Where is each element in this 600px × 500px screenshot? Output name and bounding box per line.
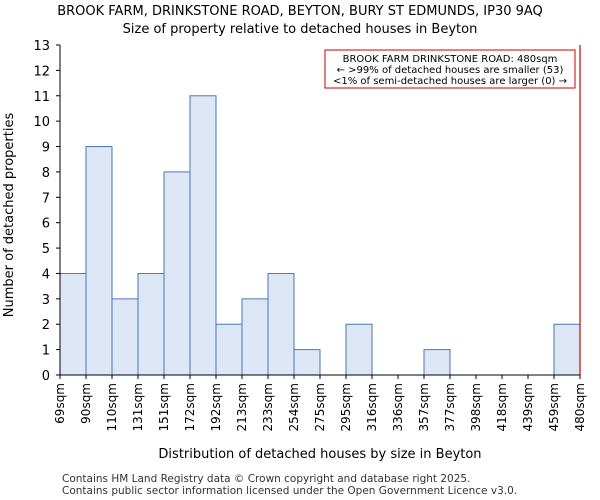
- x-tick-label: 110sqm: [105, 383, 119, 431]
- y-axis-label: Number of detached properties: [2, 113, 17, 318]
- y-tick-label: 3: [42, 293, 50, 308]
- y-tick-label: 10: [33, 115, 50, 130]
- y-tick-label: 1: [42, 344, 50, 359]
- annotation-line: ← >99% of detached houses are smaller (5…: [337, 65, 564, 76]
- y-tick-label: 12: [33, 64, 50, 79]
- x-tick-label: 131sqm: [131, 383, 145, 431]
- y-tick-label: 6: [42, 217, 50, 232]
- y-tick-label: 2: [42, 318, 50, 333]
- x-tick-label: 172sqm: [183, 383, 197, 431]
- x-tick-label: 439sqm: [521, 383, 535, 431]
- bar-213sqm: [241, 298, 269, 376]
- annotation-frame: [324, 49, 576, 89]
- x-tick-label: 398sqm: [469, 383, 483, 431]
- x-tick-label: 192sqm: [209, 383, 223, 431]
- chart-subtitle: Size of property relative to detached ho…: [122, 22, 478, 37]
- bar-151sqm: [163, 171, 191, 376]
- x-tick-label: 357sqm: [417, 383, 431, 431]
- bar-172sqm: [189, 95, 217, 376]
- bar-233sqm: [267, 272, 295, 376]
- y-tick-label: 11: [33, 90, 50, 105]
- bar-295sqm: [345, 323, 373, 376]
- x-tick-label: 151sqm: [157, 383, 171, 431]
- y-tick-label: 5: [42, 242, 50, 257]
- x-axis-label: Distribution of detached houses by size …: [158, 447, 481, 462]
- bar-90sqm: [85, 146, 113, 376]
- annotation-line: BROOK FARM DRINKSTONE ROAD: 480sqm: [343, 54, 558, 65]
- bar-459sqm: [553, 323, 581, 376]
- y-tick-label: 13: [33, 39, 50, 54]
- x-tick-label: 459sqm: [547, 383, 561, 431]
- bar-69sqm: [59, 272, 87, 376]
- x-tick-label: 90sqm: [79, 383, 93, 424]
- bar-110sqm: [111, 298, 139, 376]
- y-tick-label: 8: [42, 166, 50, 181]
- x-tick-label: 316sqm: [365, 383, 379, 431]
- bar-357sqm: [423, 349, 451, 376]
- x-tick-label: 275sqm: [313, 383, 327, 431]
- annotation-box: BROOK FARM DRINKSTONE ROAD: 480sqm← >99%…: [324, 49, 576, 89]
- x-tick-label: 480sqm: [573, 383, 587, 431]
- x-ticks: 69sqm 90sqm 110sqm 131sqm 151sqm 172sqm 192sqm…: [53, 375, 587, 431]
- x-tick-label: 213sqm: [235, 383, 249, 431]
- x-tick-label: 254sqm: [287, 383, 301, 431]
- bar-254sqm: [293, 349, 321, 376]
- bars-group: [59, 95, 581, 376]
- y-tick-label: 0: [42, 369, 50, 384]
- footer-line-2: Contains public sector information licen…: [62, 485, 518, 497]
- x-tick-label: 418sqm: [495, 383, 509, 431]
- chart-title: BROOK FARM, DRINKSTONE ROAD, BEYTON, BUR…: [57, 4, 543, 19]
- x-tick-label: 295sqm: [339, 383, 353, 431]
- x-tick-label: 377sqm: [443, 383, 457, 431]
- x-tick-label: 336sqm: [391, 383, 405, 431]
- y-tick-label: 7: [42, 191, 50, 206]
- y-tick-label: 9: [42, 141, 50, 156]
- bar-131sqm: [137, 272, 165, 376]
- footer-line-1: Contains HM Land Registry data © Crown c…: [62, 473, 471, 485]
- x-tick-label: 233sqm: [261, 383, 275, 431]
- annotation-line: <1% of semi-detached houses are larger (…: [333, 76, 567, 87]
- y-tick-label: 4: [42, 267, 50, 282]
- x-tick-label: 69sqm: [53, 383, 67, 424]
- bar-192sqm: [215, 323, 243, 376]
